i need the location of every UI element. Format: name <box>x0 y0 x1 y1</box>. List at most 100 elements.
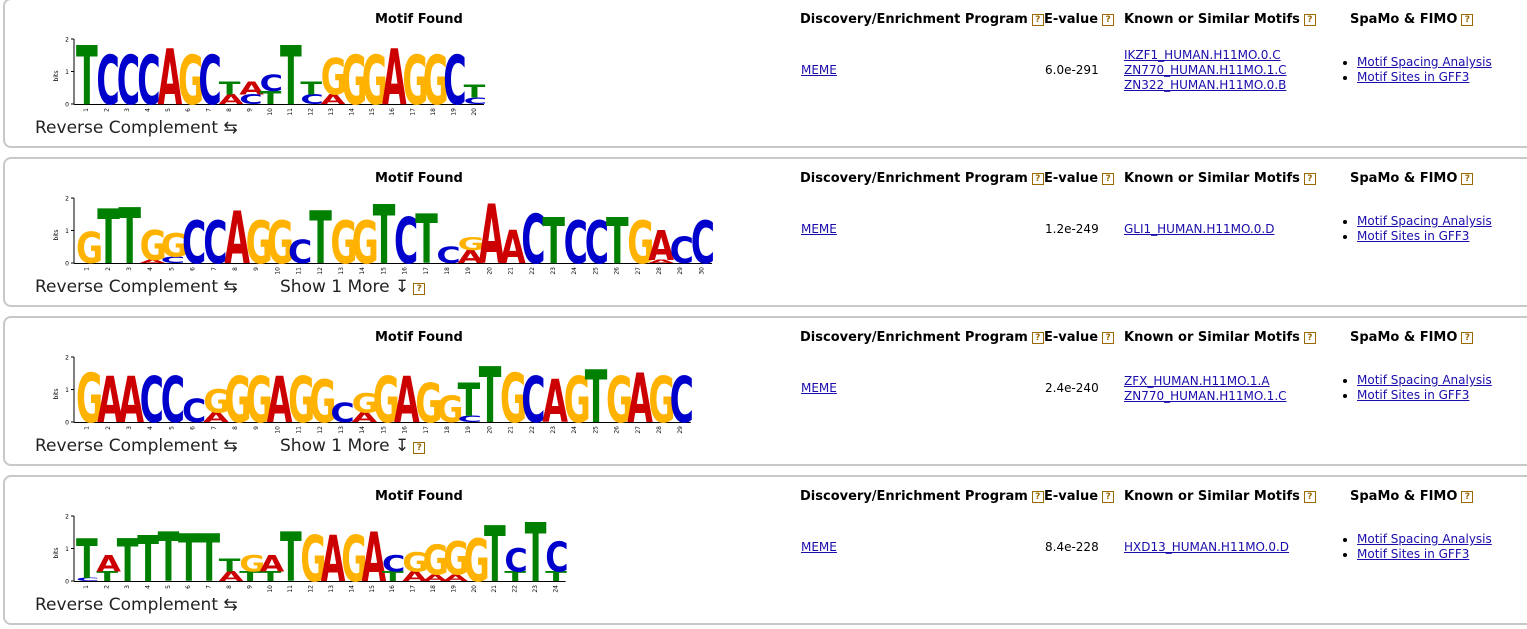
logo-letter-G: G <box>627 210 654 278</box>
logo-letter-A: A <box>158 32 183 122</box>
help-icon[interactable]: ? <box>1461 14 1474 26</box>
logo-letter-G: G <box>606 363 633 437</box>
help-icon[interactable]: ? <box>1102 332 1115 344</box>
logo-letter-C: C <box>239 91 262 107</box>
header-spamo-fimo: SpaMo & FIMO? <box>1350 171 1474 186</box>
help-icon[interactable]: ? <box>1303 491 1316 503</box>
logo-letter-A: A <box>219 91 244 107</box>
x-tick-label: 8 <box>232 267 239 271</box>
list-item: Motif Spacing Analysis <box>1357 373 1492 388</box>
reverse-complement-button[interactable]: Reverse Complement ⇆ <box>35 118 238 138</box>
motif-spacing-analysis-link[interactable]: Motif Spacing Analysis <box>1357 532 1492 546</box>
help-icon[interactable]: ? <box>1102 14 1115 26</box>
x-tick-label: 7 <box>206 585 213 589</box>
logo-letter-C: C <box>76 577 99 582</box>
header-spamo-fimo: SpaMo & FIMO? <box>1350 12 1474 27</box>
motif-sites-gff3-link[interactable]: Motif Sites in GFF3 <box>1357 70 1470 84</box>
help-icon[interactable]: ? <box>1303 173 1316 185</box>
x-tick-label: 16 <box>402 426 409 434</box>
x-tick-label: 20 <box>471 108 478 116</box>
logo-letter-C: C <box>96 43 119 121</box>
header-known-motifs: Known or Similar Motifs? <box>1124 330 1316 345</box>
motif-sites-gff3-link[interactable]: Motif Sites in GFF3 <box>1357 388 1470 402</box>
x-tick-label: 2 <box>104 108 111 112</box>
logo-letter-C: C <box>330 398 354 429</box>
help-icon[interactable]: ? <box>1461 491 1474 503</box>
known-motif-link[interactable]: GLI1_HUMAN.H11MO.0.D <box>1124 222 1275 236</box>
motif-sites-gff3-link[interactable]: Motif Sites in GFF3 <box>1357 547 1470 561</box>
motif-sites-gff3-link[interactable]: Motif Sites in GFF3 <box>1357 229 1470 243</box>
known-motif-link[interactable]: ZN770_HUMAN.H11MO.1.C <box>1124 389 1287 403</box>
known-motif-link[interactable]: ZN322_HUMAN.H11MO.0.B <box>1124 78 1287 92</box>
known-motif-link[interactable]: IKZF1_HUMAN.H11MO.0.C <box>1124 48 1281 62</box>
show-more-button[interactable]: Show 1 More ↧? <box>280 436 426 456</box>
help-icon[interactable]: ? <box>1031 173 1044 185</box>
logo-letter-A: A <box>362 520 387 598</box>
x-tick-label: 3 <box>124 108 131 112</box>
show-more-button[interactable]: Show 1 More ↧? <box>280 277 426 297</box>
x-tick-label: 15 <box>380 426 387 434</box>
help-icon[interactable]: ? <box>1031 14 1044 26</box>
reverse-complement-button[interactable]: Reverse Complement ⇆ <box>35 595 238 615</box>
motif-spacing-analysis-link[interactable]: Motif Spacing Analysis <box>1357 214 1492 228</box>
program-link[interactable]: MEME <box>801 63 837 77</box>
logo-letter-G: G <box>423 43 449 121</box>
logo-letter-A: A <box>97 363 123 437</box>
x-tick-label: 21 <box>508 426 515 434</box>
help-icon[interactable]: ? <box>1461 332 1474 344</box>
help-icon[interactable]: ? <box>413 283 426 295</box>
logo-letter-C: C <box>670 231 694 273</box>
logo-letter-C: C <box>436 242 460 268</box>
logo-letter-A: A <box>627 360 653 439</box>
logo-letter-A: A <box>542 369 568 437</box>
x-tick-label: 6 <box>185 585 192 589</box>
x-tick-label: 17 <box>410 585 417 593</box>
motif-panel-4: Motif Found Discovery/Enrichment Program?… <box>3 475 1527 625</box>
logo-letter-C: C <box>504 543 527 579</box>
x-tick-label: 26 <box>614 267 621 275</box>
help-icon[interactable]: ? <box>1031 491 1044 503</box>
reverse-complement-button[interactable]: Reverse Complement ⇆ <box>35 277 238 297</box>
header-evalue-label: E-value <box>1044 12 1099 27</box>
logo-letter-G: G <box>330 210 357 278</box>
help-icon[interactable]: ? <box>1303 332 1316 344</box>
logo-letter-G: G <box>300 523 326 596</box>
header-known-label: Known or Similar Motifs <box>1124 12 1300 27</box>
known-motif-link[interactable]: HXD13_HUMAN.H11MO.0.D <box>1124 540 1290 554</box>
x-tick-label: 21 <box>508 267 515 275</box>
reverse-complement-button[interactable]: Reverse Complement ⇆ <box>35 436 238 456</box>
logo-letter-C: C <box>137 43 160 121</box>
logo-letter-T: T <box>117 528 139 596</box>
y-tick-label: 2 <box>65 37 69 44</box>
x-tick-label: 6 <box>190 426 197 430</box>
known-motif-link[interactable]: ZFX_HUMAN.H11MO.1.A <box>1124 374 1270 388</box>
help-icon[interactable]: ? <box>413 442 426 454</box>
logo-letter-G: G <box>341 523 367 596</box>
motif-spacing-analysis-link[interactable]: Motif Spacing Analysis <box>1357 55 1492 69</box>
logo-letter-T: T <box>178 521 200 597</box>
x-tick-label: 10 <box>267 108 274 116</box>
logo-letter-T: T <box>219 555 241 576</box>
help-icon[interactable]: ? <box>1303 14 1316 26</box>
logo-letter-C: C <box>521 363 545 437</box>
x-tick-label: 11 <box>287 585 294 593</box>
help-icon[interactable]: ? <box>1102 491 1115 503</box>
logo-letter-A: A <box>382 32 407 122</box>
motif-spacing-analysis-link[interactable]: Motif Spacing Analysis <box>1357 373 1492 387</box>
help-icon[interactable]: ? <box>1461 173 1474 185</box>
program-link[interactable]: MEME <box>801 540 837 554</box>
help-icon[interactable]: ? <box>1102 173 1115 185</box>
logo-letter-G: G <box>352 210 379 278</box>
logo-letter-A: A <box>423 573 448 584</box>
help-icon[interactable]: ? <box>1031 332 1044 344</box>
program-link[interactable]: MEME <box>801 381 837 395</box>
program-link[interactable]: MEME <box>801 222 837 236</box>
logo-letter-C: C <box>394 204 418 278</box>
known-motif-link[interactable]: ZN770_HUMAN.H11MO.1.C <box>1124 63 1287 77</box>
y-tick-label: 2 <box>65 514 69 521</box>
evalue-text: 2.4e-240 <box>1045 381 1099 395</box>
x-tick-label: 6 <box>185 108 192 112</box>
axis-label-bits: bits <box>53 389 60 400</box>
header-motif-found: Motif Found <box>375 171 463 186</box>
